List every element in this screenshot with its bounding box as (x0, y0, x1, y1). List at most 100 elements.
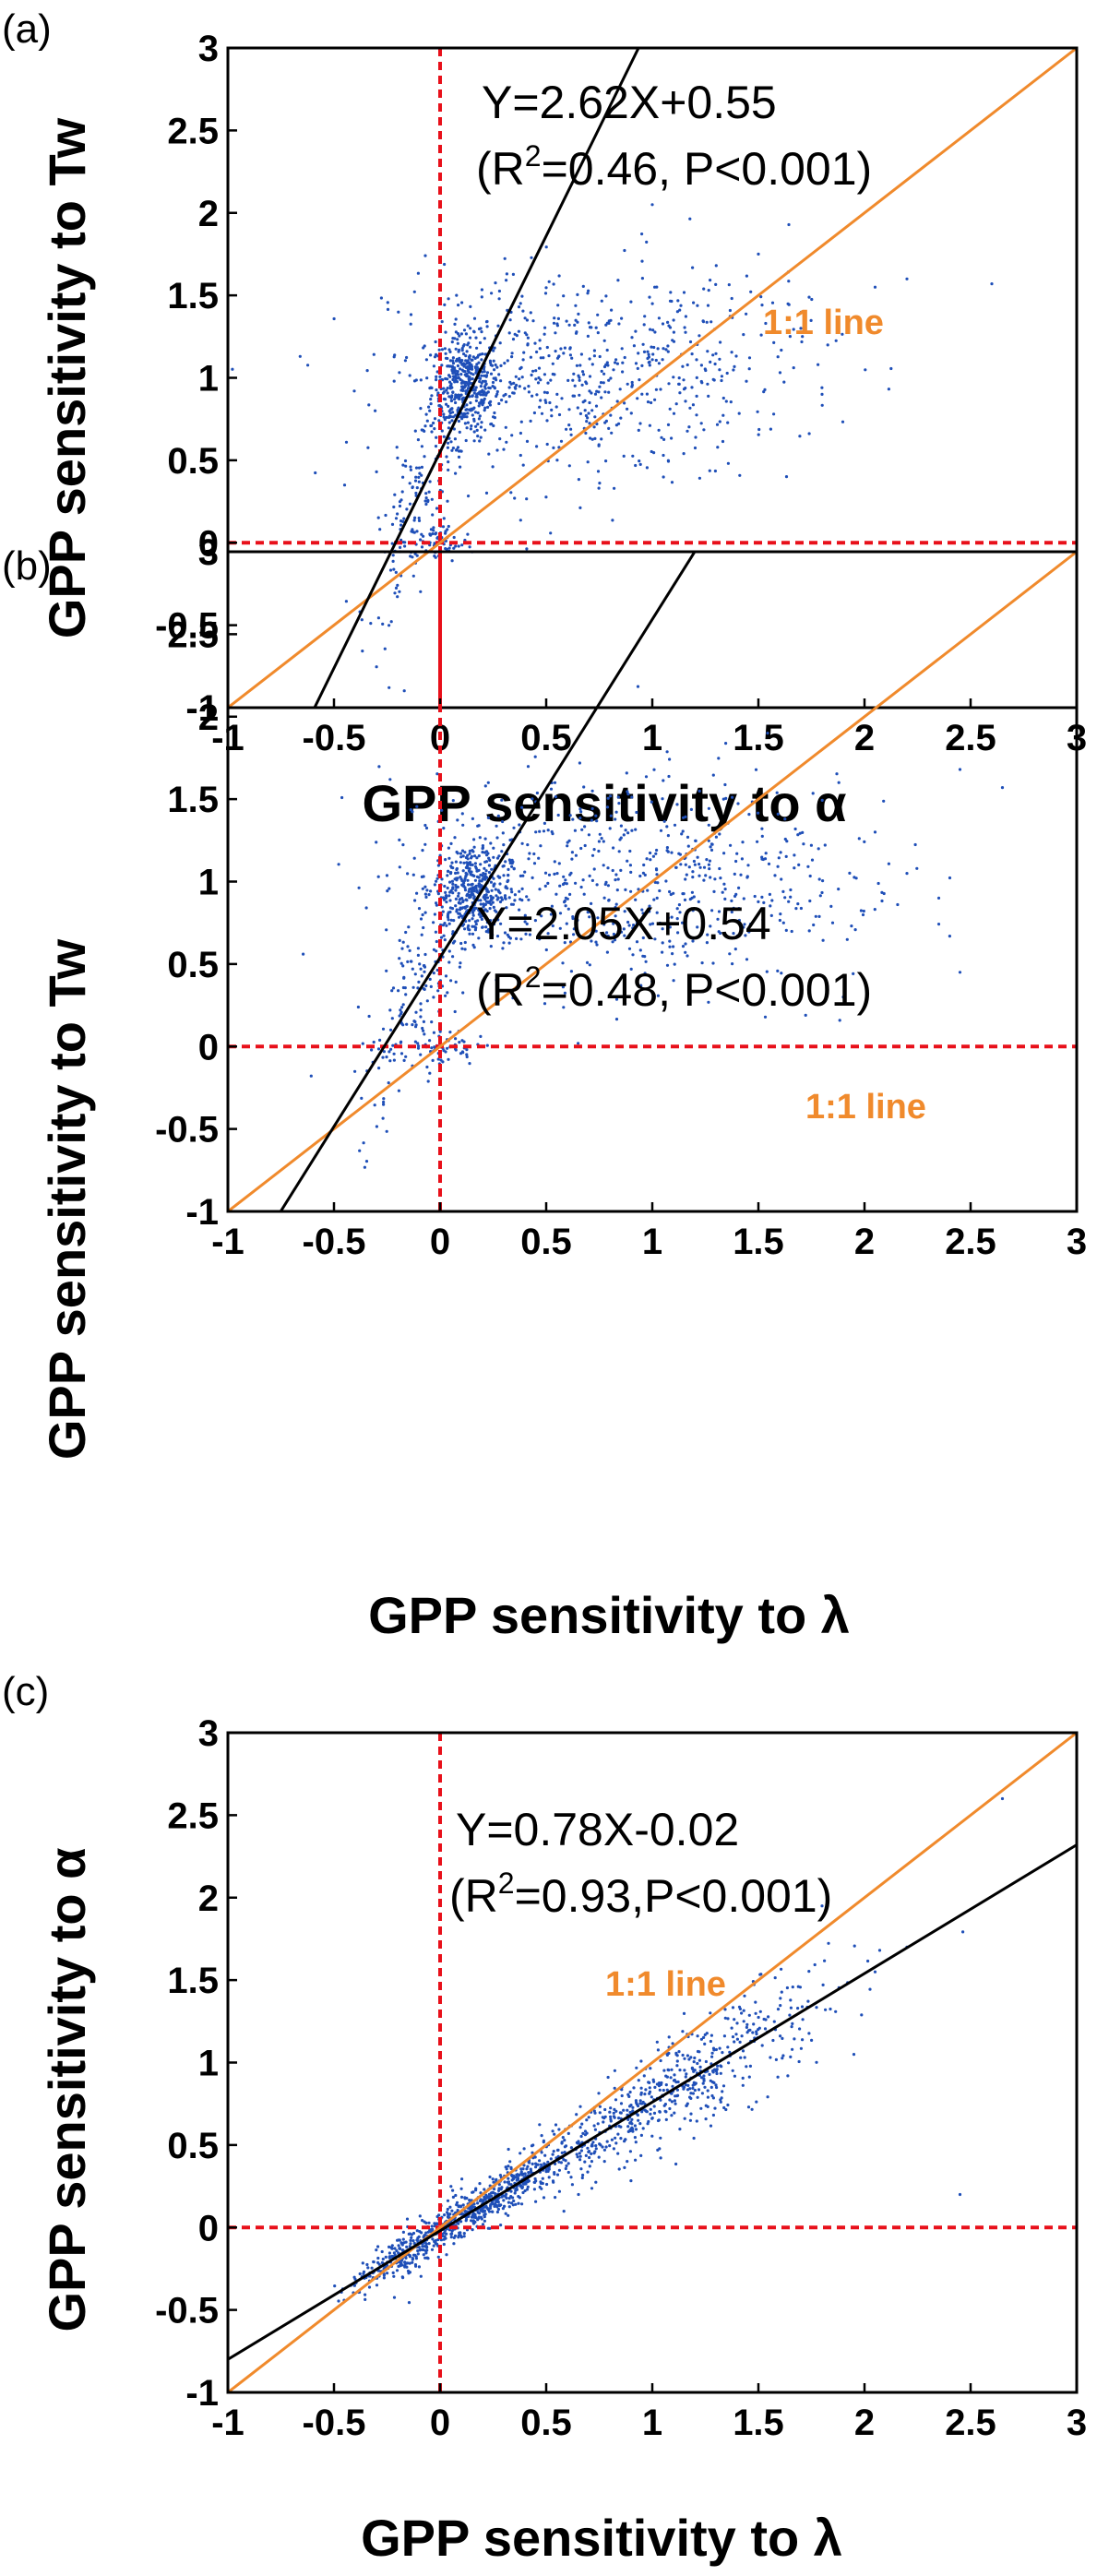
panel-b-point (392, 1052, 396, 1055)
panel-a-point (720, 378, 723, 383)
panel-a-point (525, 547, 529, 551)
panel-b-plot-area (226, 550, 1079, 1213)
panel-a-point (460, 363, 464, 366)
panel-a-point (647, 361, 650, 364)
panel-c-point (527, 2171, 531, 2175)
panel-b-point (447, 894, 451, 898)
panel-a-point (419, 590, 423, 593)
panel-a-point (424, 412, 428, 416)
panel-a-point (567, 423, 571, 427)
panel-a-point (594, 326, 598, 329)
panel-a-point (503, 256, 507, 260)
panel-b-point (643, 972, 647, 975)
panel-b-point (413, 972, 417, 976)
panel-b-x-tick-label: 1.5 (733, 1222, 784, 1262)
panel-b-point (588, 874, 591, 878)
panel-b-point (404, 993, 408, 996)
panel-b-point (655, 868, 659, 872)
panel-a-point (544, 400, 548, 404)
panel-a-point (529, 419, 532, 423)
panel-a-equation: Y=2.62X+0.55 (482, 77, 777, 128)
panel-a-point (469, 427, 472, 431)
panel-a-y-tick-label: -0.5 (155, 606, 219, 647)
panel-c-point (617, 2167, 621, 2171)
panel-c-point (446, 2211, 449, 2214)
panel-b-point (487, 864, 492, 867)
panel-c-point (401, 2237, 405, 2241)
panel-b-point (896, 902, 900, 907)
panel-c-point (509, 2201, 514, 2205)
panel-a-point (566, 378, 570, 382)
panel-a-point (607, 321, 611, 325)
panel-c-point (579, 2167, 583, 2171)
panel-a-point (453, 398, 457, 401)
panel-c-point (700, 2092, 705, 2095)
panel-b-point (495, 935, 500, 938)
panel-c-point (451, 2195, 455, 2199)
panel-b-point (617, 850, 621, 853)
panel-a-point (650, 345, 653, 349)
panel-b-point (423, 970, 426, 973)
panel-a-point (474, 395, 478, 399)
panel-c-point (703, 2042, 707, 2045)
panel-c-point (702, 2079, 706, 2082)
panel-a-point (495, 365, 499, 369)
panel-a-y-tick-label: 3 (198, 29, 219, 69)
panel-c-point (612, 2115, 616, 2118)
panel-b-point (504, 885, 507, 888)
panel-a-point (629, 411, 633, 415)
panel-a-point (534, 369, 538, 373)
panel-c-point (500, 2195, 504, 2199)
panel-a-point (521, 463, 525, 467)
panel-a-point (510, 434, 514, 437)
panel-c-point (657, 2118, 661, 2122)
panel-c-point (449, 2185, 453, 2188)
panel-c-point (612, 2147, 616, 2151)
panel-a-point (446, 391, 449, 395)
panel-c-point (493, 2188, 496, 2191)
panel-c-point (538, 2159, 542, 2163)
panel-a-point (454, 347, 458, 351)
panel-b-point (558, 884, 562, 888)
panel-a-point (672, 318, 675, 322)
panel-a-point (545, 442, 549, 447)
panel-b-point (409, 808, 412, 812)
panel-a-point (466, 421, 470, 424)
panel-b-point (505, 906, 508, 910)
panel-b-point (382, 1097, 386, 1101)
panel-b-point (399, 1010, 403, 1014)
panel-b-point (626, 859, 629, 863)
panel-c-point (411, 2260, 414, 2264)
panel-a-point (497, 289, 502, 293)
panel-a-point (527, 390, 531, 394)
panel-b-point (501, 831, 505, 835)
panel-b-point (648, 910, 651, 913)
panel-c-point (380, 2249, 384, 2254)
panel-a-point (787, 280, 791, 283)
panel-b-point (796, 833, 800, 837)
panel-a-stats-suffix: =0.46, P<0.001) (542, 143, 873, 195)
panel-c-point (738, 2007, 743, 2010)
panel-a-point (554, 331, 557, 335)
panel-c-point (490, 2194, 494, 2198)
panel-c-point (421, 2245, 424, 2248)
panel-c-point (739, 2056, 743, 2059)
panel-c-point (408, 2232, 412, 2236)
panel-b-point (484, 930, 488, 934)
panel-b-point (428, 977, 432, 981)
panel-b-point (495, 898, 499, 901)
panel-b-point (470, 854, 473, 859)
panel-c-point (780, 1967, 783, 1971)
panel-b-point (388, 1028, 393, 1032)
panel-b-point (471, 863, 474, 867)
panel-a-point (682, 452, 686, 456)
panel-a-point (512, 381, 516, 385)
panel-c-point (427, 2221, 431, 2224)
panel-c-point (649, 2107, 652, 2111)
panel-a-point (552, 446, 555, 449)
panel-b-point (783, 837, 787, 841)
panel-c-point (711, 2113, 716, 2117)
panel-b-point (400, 947, 404, 950)
panel-c-point (647, 2081, 650, 2084)
panel-a-point (470, 381, 473, 386)
